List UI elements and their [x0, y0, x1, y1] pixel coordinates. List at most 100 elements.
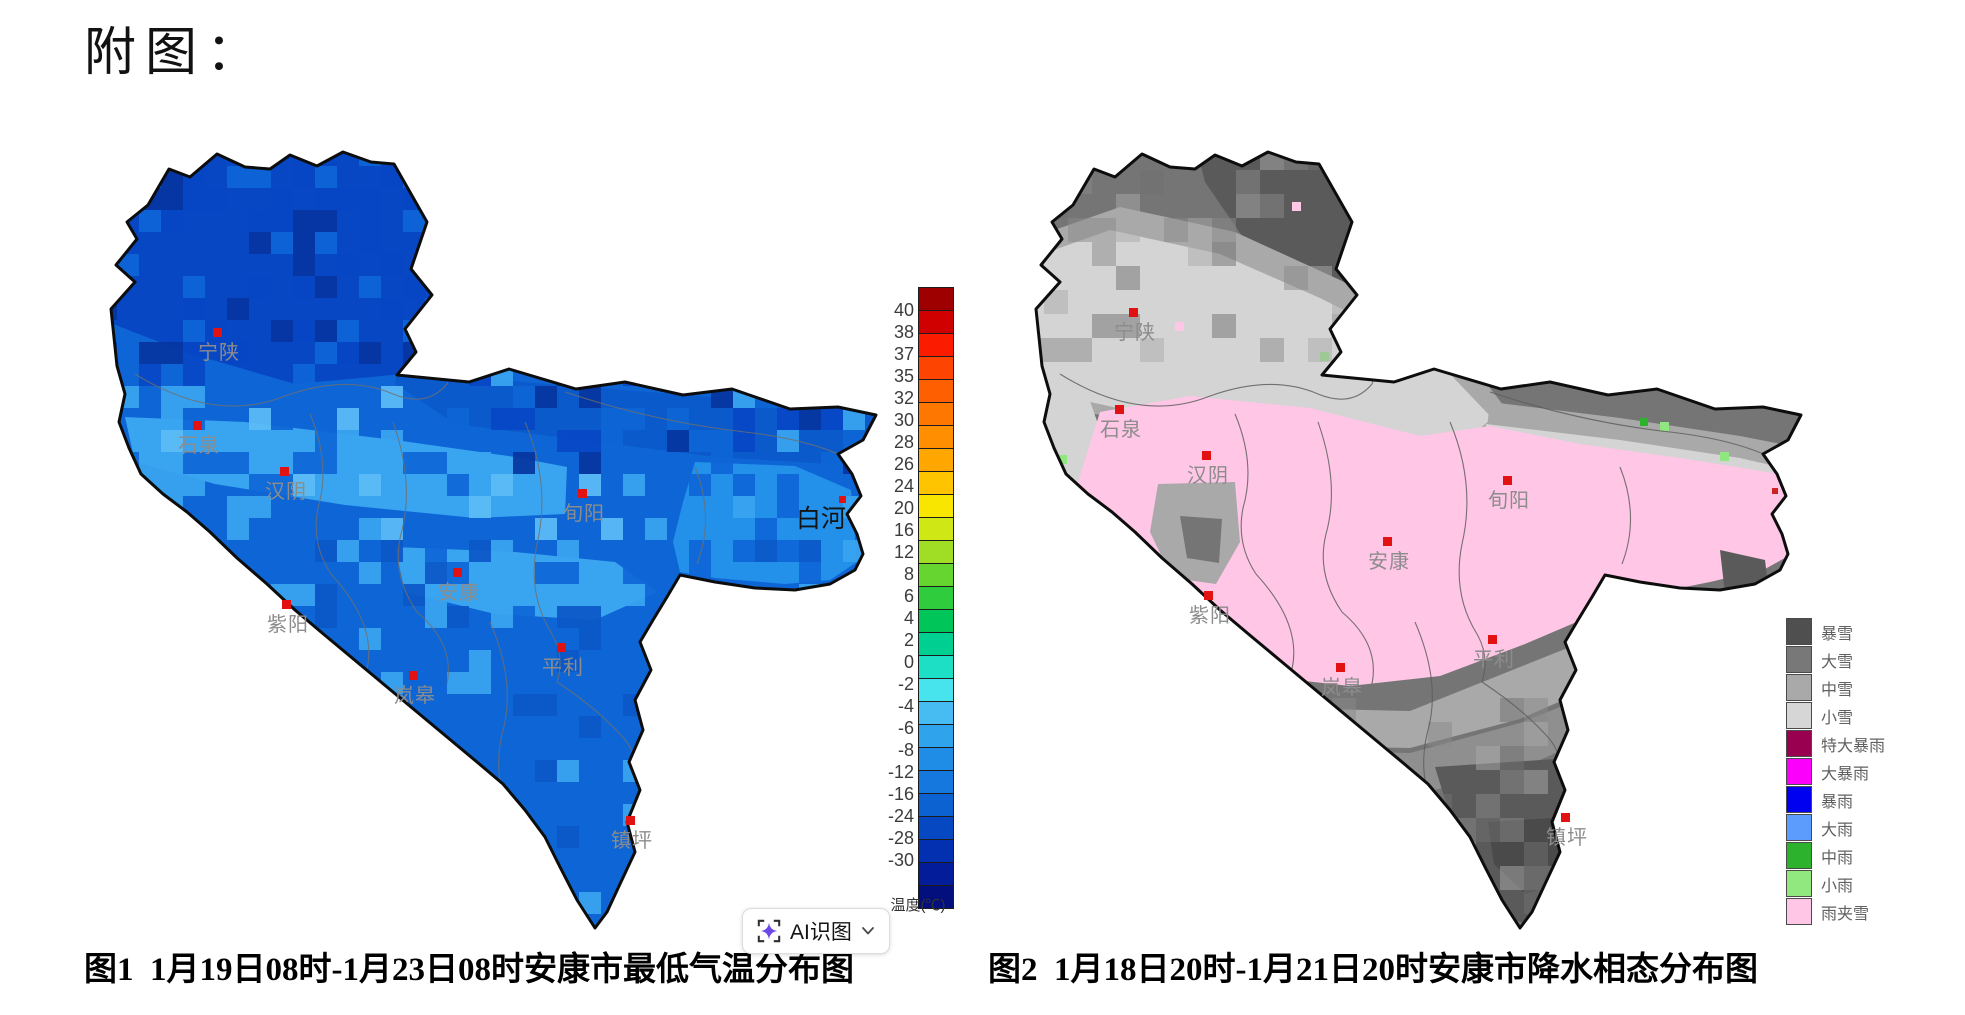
colorbar-tick: -8 — [897, 740, 914, 760]
colorbar-cell — [918, 356, 954, 380]
city-label: 汉阴 — [265, 480, 307, 503]
legend-swatch — [1786, 842, 1812, 869]
legend-item: 中雨 — [1786, 842, 1885, 869]
city-marker — [1503, 476, 1512, 485]
city-marker — [1115, 405, 1124, 414]
colorbar-cell — [918, 471, 954, 495]
colorbar-tick: 37 — [893, 344, 914, 364]
colorbar-cell — [918, 379, 954, 403]
colorbar-tick: -16 — [887, 784, 914, 804]
city-label: 平利 — [1473, 648, 1515, 671]
city-label: 旬阳 — [1488, 489, 1530, 512]
city-label: 安康 — [1368, 550, 1410, 573]
colorbar-tick: 12 — [893, 542, 914, 562]
page-title: 附图： — [84, 25, 268, 82]
legend-item: 大雪 — [1786, 646, 1885, 673]
legend-item: 大雨 — [1786, 814, 1885, 841]
colorbar-tick: -4 — [897, 696, 914, 716]
colorbar-cell — [918, 632, 954, 656]
city-label: 岚皋 — [394, 684, 436, 707]
city-marker — [409, 671, 418, 680]
city-label: 安康 — [438, 581, 480, 604]
colorbar-tick: 0 — [903, 652, 914, 672]
legend-item: 暴雪 — [1786, 618, 1885, 645]
colorbar-tick: 2 — [903, 630, 914, 650]
colorbar-cell — [918, 609, 954, 633]
legend-label: 大雨 — [1821, 821, 1854, 839]
colorbar-unit-label: 温度(℃) — [890, 897, 946, 914]
legend-swatch — [1786, 786, 1812, 813]
colorbar-cell — [918, 678, 954, 702]
colorbar-cell — [918, 448, 954, 472]
colorbar-tick: 24 — [893, 476, 914, 496]
colorbar-cell — [918, 310, 954, 334]
colorbar-cell — [918, 862, 954, 886]
chevron-down-icon — [861, 927, 874, 935]
colorbar-cell — [918, 287, 954, 311]
colorbar-cell — [918, 402, 954, 426]
city-label: 宁陕 — [198, 341, 240, 364]
city-label: 紫阳 — [1189, 604, 1231, 627]
precip-legend: 暴雪 大雪 中雪 小雪 特大暴雨 大暴雨 暴雨 大雨 中雨 小雨 雨夹雪 — [1786, 618, 1885, 926]
city-label: 旬阳 — [563, 502, 605, 525]
legend-label: 中雨 — [1821, 849, 1854, 867]
city-marker — [839, 496, 846, 503]
colorbar-tick: 26 — [893, 454, 914, 474]
colorbar-tick: -2 — [897, 674, 914, 694]
ai-sparkle-icon — [757, 919, 781, 943]
city-marker — [578, 489, 587, 498]
legend-item: 特大暴雨 — [1786, 730, 1885, 757]
legend-swatch — [1786, 758, 1812, 785]
city-marker — [282, 600, 291, 609]
colorbar-tick: -28 — [887, 828, 914, 848]
colorbar-cell — [918, 494, 954, 518]
colorbar-cell — [918, 770, 954, 794]
city-label: 镇坪 — [611, 829, 653, 852]
legend-swatch — [1786, 674, 1812, 701]
legend-label: 暴雨 — [1821, 793, 1854, 811]
colorbar-cell — [918, 563, 954, 587]
legend-swatch — [1786, 730, 1812, 757]
city-label: 岚皋 — [1321, 676, 1363, 699]
ai-button-label: AI识图 — [790, 921, 852, 944]
legend-item: 小雪 — [1786, 702, 1885, 729]
ai-recognize-button[interactable]: AI识图 — [742, 908, 890, 954]
colorbar-cell — [918, 816, 954, 840]
colorbar-tick: -24 — [887, 806, 914, 826]
colorbar-tick: 6 — [903, 586, 914, 606]
legend-item: 中雪 — [1786, 674, 1885, 701]
legend-swatch — [1786, 898, 1812, 925]
figure2-caption: 图2 1月18日20时-1月21日20时安康市降水相态分布图 — [988, 952, 1758, 988]
city-marker — [1129, 308, 1138, 317]
city-marker — [193, 421, 202, 430]
colorbar-cell — [918, 724, 954, 748]
legend-label: 暴雪 — [1821, 625, 1854, 643]
colorbar-cell — [918, 540, 954, 564]
city-marker — [557, 643, 566, 652]
colorbar-tick: -12 — [887, 762, 914, 782]
colorbar-tick: 28 — [893, 432, 914, 452]
city-marker — [1204, 591, 1213, 600]
colorbar-tick: 40 — [893, 300, 914, 320]
colorbar-cell — [918, 747, 954, 771]
city-label: 汉阴 — [1187, 464, 1229, 487]
legend-item: 大暴雨 — [1786, 758, 1885, 785]
colorbar-cells — [918, 287, 954, 909]
colorbar-cell — [918, 793, 954, 817]
legend-label: 雨夹雪 — [1821, 905, 1870, 923]
colorbar-tick: 30 — [893, 410, 914, 430]
colorbar-cell — [918, 701, 954, 725]
legend-item: 雨夹雪 — [1786, 898, 1885, 925]
colorbar-tick: 20 — [893, 498, 914, 518]
temperature-colorbar: 40 38 37 35 32 30 28 26 24 20 16 12 8 6 4 2 0 -2 -4 -6 -8 -12… — [872, 287, 962, 938]
colorbar-cell — [918, 839, 954, 863]
legend-swatch — [1786, 702, 1812, 729]
legend-swatch — [1786, 870, 1812, 897]
city-label: 石泉 — [1100, 418, 1142, 441]
legend-swatch — [1786, 814, 1812, 841]
colorbar-tick: 32 — [893, 388, 914, 408]
colorbar-tick: -30 — [887, 850, 914, 870]
city-marker — [1488, 635, 1497, 644]
